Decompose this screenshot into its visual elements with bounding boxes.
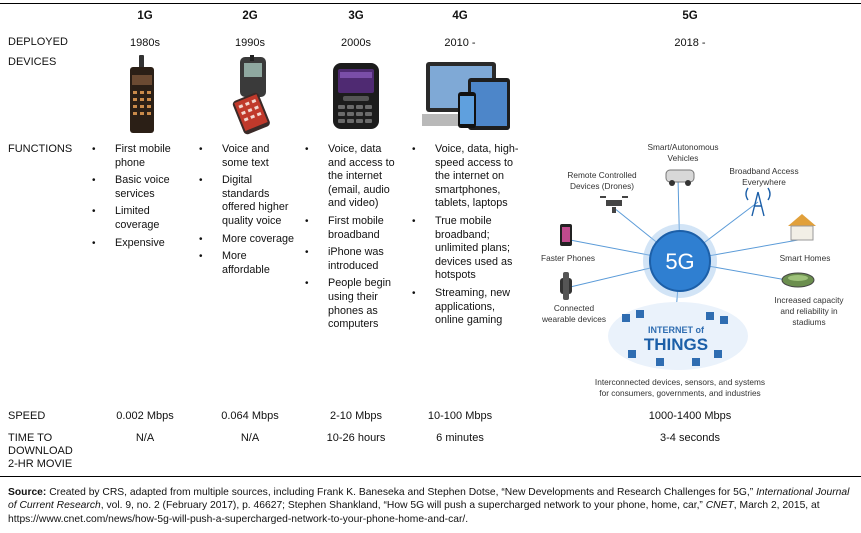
list-item: More coverage: [195, 233, 297, 247]
cnet-title: CNET: [705, 500, 734, 512]
list-item: Expensive: [88, 237, 188, 251]
header-1g: 1G: [137, 10, 153, 22]
label-wearables: Connected wearable devices: [541, 303, 607, 324]
source-note: Source: Created by CRS, adapted from mul…: [8, 487, 850, 525]
functions-3g-list: Voice, data and access to the internet (…: [301, 143, 401, 336]
header-2g: 2G: [242, 10, 258, 22]
speed-5g: 1000-1400 Mbps: [648, 410, 732, 422]
download-5g: 3-4 seconds: [660, 432, 720, 444]
download-3g: 10-26 hours: [326, 432, 386, 444]
functions-2g-list: Voice and some text Digital standards of…: [195, 143, 297, 281]
header-3g: 3G: [348, 10, 364, 22]
label-speed: SPEED: [8, 410, 46, 422]
functions-4g-list: Voice, data, high-speed access to the in…: [408, 143, 520, 332]
source-label: Source:: [8, 487, 47, 498]
car-icon: [665, 169, 695, 186]
speed-4g: 10-100 Mbps: [427, 410, 493, 422]
download-1g: N/A: [135, 432, 155, 444]
label-autonomous-vehicles: Smart/Autonomous Vehicles: [647, 142, 719, 163]
speed-2g: 0.064 Mbps: [221, 410, 279, 422]
functions-1g-list: First mobile phone Basic voice services …: [88, 143, 188, 254]
bottom-rule: [0, 476, 861, 477]
label-devices: DEVICES: [8, 56, 57, 68]
download-2g: N/A: [240, 432, 260, 444]
list-item: Limited coverage: [88, 205, 188, 232]
deployed-1g: 1980s: [130, 37, 160, 49]
iot-big-text: THINGS: [644, 335, 708, 354]
label-broadband: Broadband Access Everywhere: [729, 166, 799, 187]
list-item: iPhone was introduced: [301, 246, 401, 273]
label-drones: Remote Controlled Devices (Drones): [567, 170, 637, 191]
list-item: More affordable: [195, 250, 297, 277]
list-item: Digital standards offered higher quality…: [195, 174, 297, 228]
iot-small-text: INTERNET of: [648, 325, 705, 335]
device-2g-flip-phone: [232, 55, 270, 135]
download-4g: 6 minutes: [436, 432, 484, 444]
drone-icon: [600, 196, 628, 213]
device-4g-laptop-tablet-phone: [422, 62, 510, 130]
watch-icon: [560, 272, 572, 300]
speed-3g: 2-10 Mbps: [330, 410, 382, 422]
list-item: People begin using their phones as compu…: [301, 277, 401, 331]
header-5g: 5G: [682, 10, 698, 22]
device-1g-brick-phone: [130, 55, 154, 133]
journal-title: International Journal of Current Researc…: [8, 487, 850, 512]
stadium-icon: [781, 272, 815, 288]
phone-icon: [560, 224, 572, 246]
header-4g: 4G: [452, 10, 468, 22]
deployed-3g: 2000s: [341, 37, 371, 49]
5g-diagram: 5G INTERNET of THINGS: [560, 169, 816, 370]
list-item: Voice and some text: [195, 143, 297, 170]
list-item: First mobile phone: [88, 143, 188, 170]
antenna-tower-icon: [745, 187, 771, 217]
speed-1g: 0.002 Mbps: [116, 410, 174, 422]
list-item: Voice, data and access to the internet (…: [301, 143, 401, 211]
label-interconnected: Interconnected devices, sensors, and sys…: [594, 377, 766, 398]
hub-label: 5G: [665, 249, 694, 274]
iot-cloud-icon: INTERNET of THINGS: [608, 302, 748, 370]
house-icon: [788, 214, 816, 241]
list-item: First mobile broadband: [301, 215, 401, 242]
list-item: Voice, data, high-speed access to the in…: [408, 143, 520, 211]
deployed-2g: 1990s: [235, 37, 265, 49]
label-functions: FUNCTIONS: [8, 143, 73, 155]
deployed-5g: 2018 -: [674, 37, 706, 49]
top-rule: [0, 3, 861, 4]
list-item: Basic voice services: [88, 174, 188, 201]
list-item: True mobile broadband; unlimited plans; …: [408, 215, 520, 283]
label-download-time: TIME TO DOWNLOAD 2-HR MOVIE: [8, 432, 73, 470]
device-3g-blackberry: [333, 63, 379, 129]
deployed-4g: 2010 -: [444, 37, 476, 49]
label-smart-homes: Smart Homes: [779, 253, 831, 263]
list-item: Streaming, new applications, online gami…: [408, 287, 520, 328]
label-stadiums: Increased capacity and reliability in stad…: [774, 295, 844, 327]
label-faster-phones: Faster Phones: [541, 253, 595, 263]
label-deployed: DEPLOYED: [8, 36, 68, 48]
